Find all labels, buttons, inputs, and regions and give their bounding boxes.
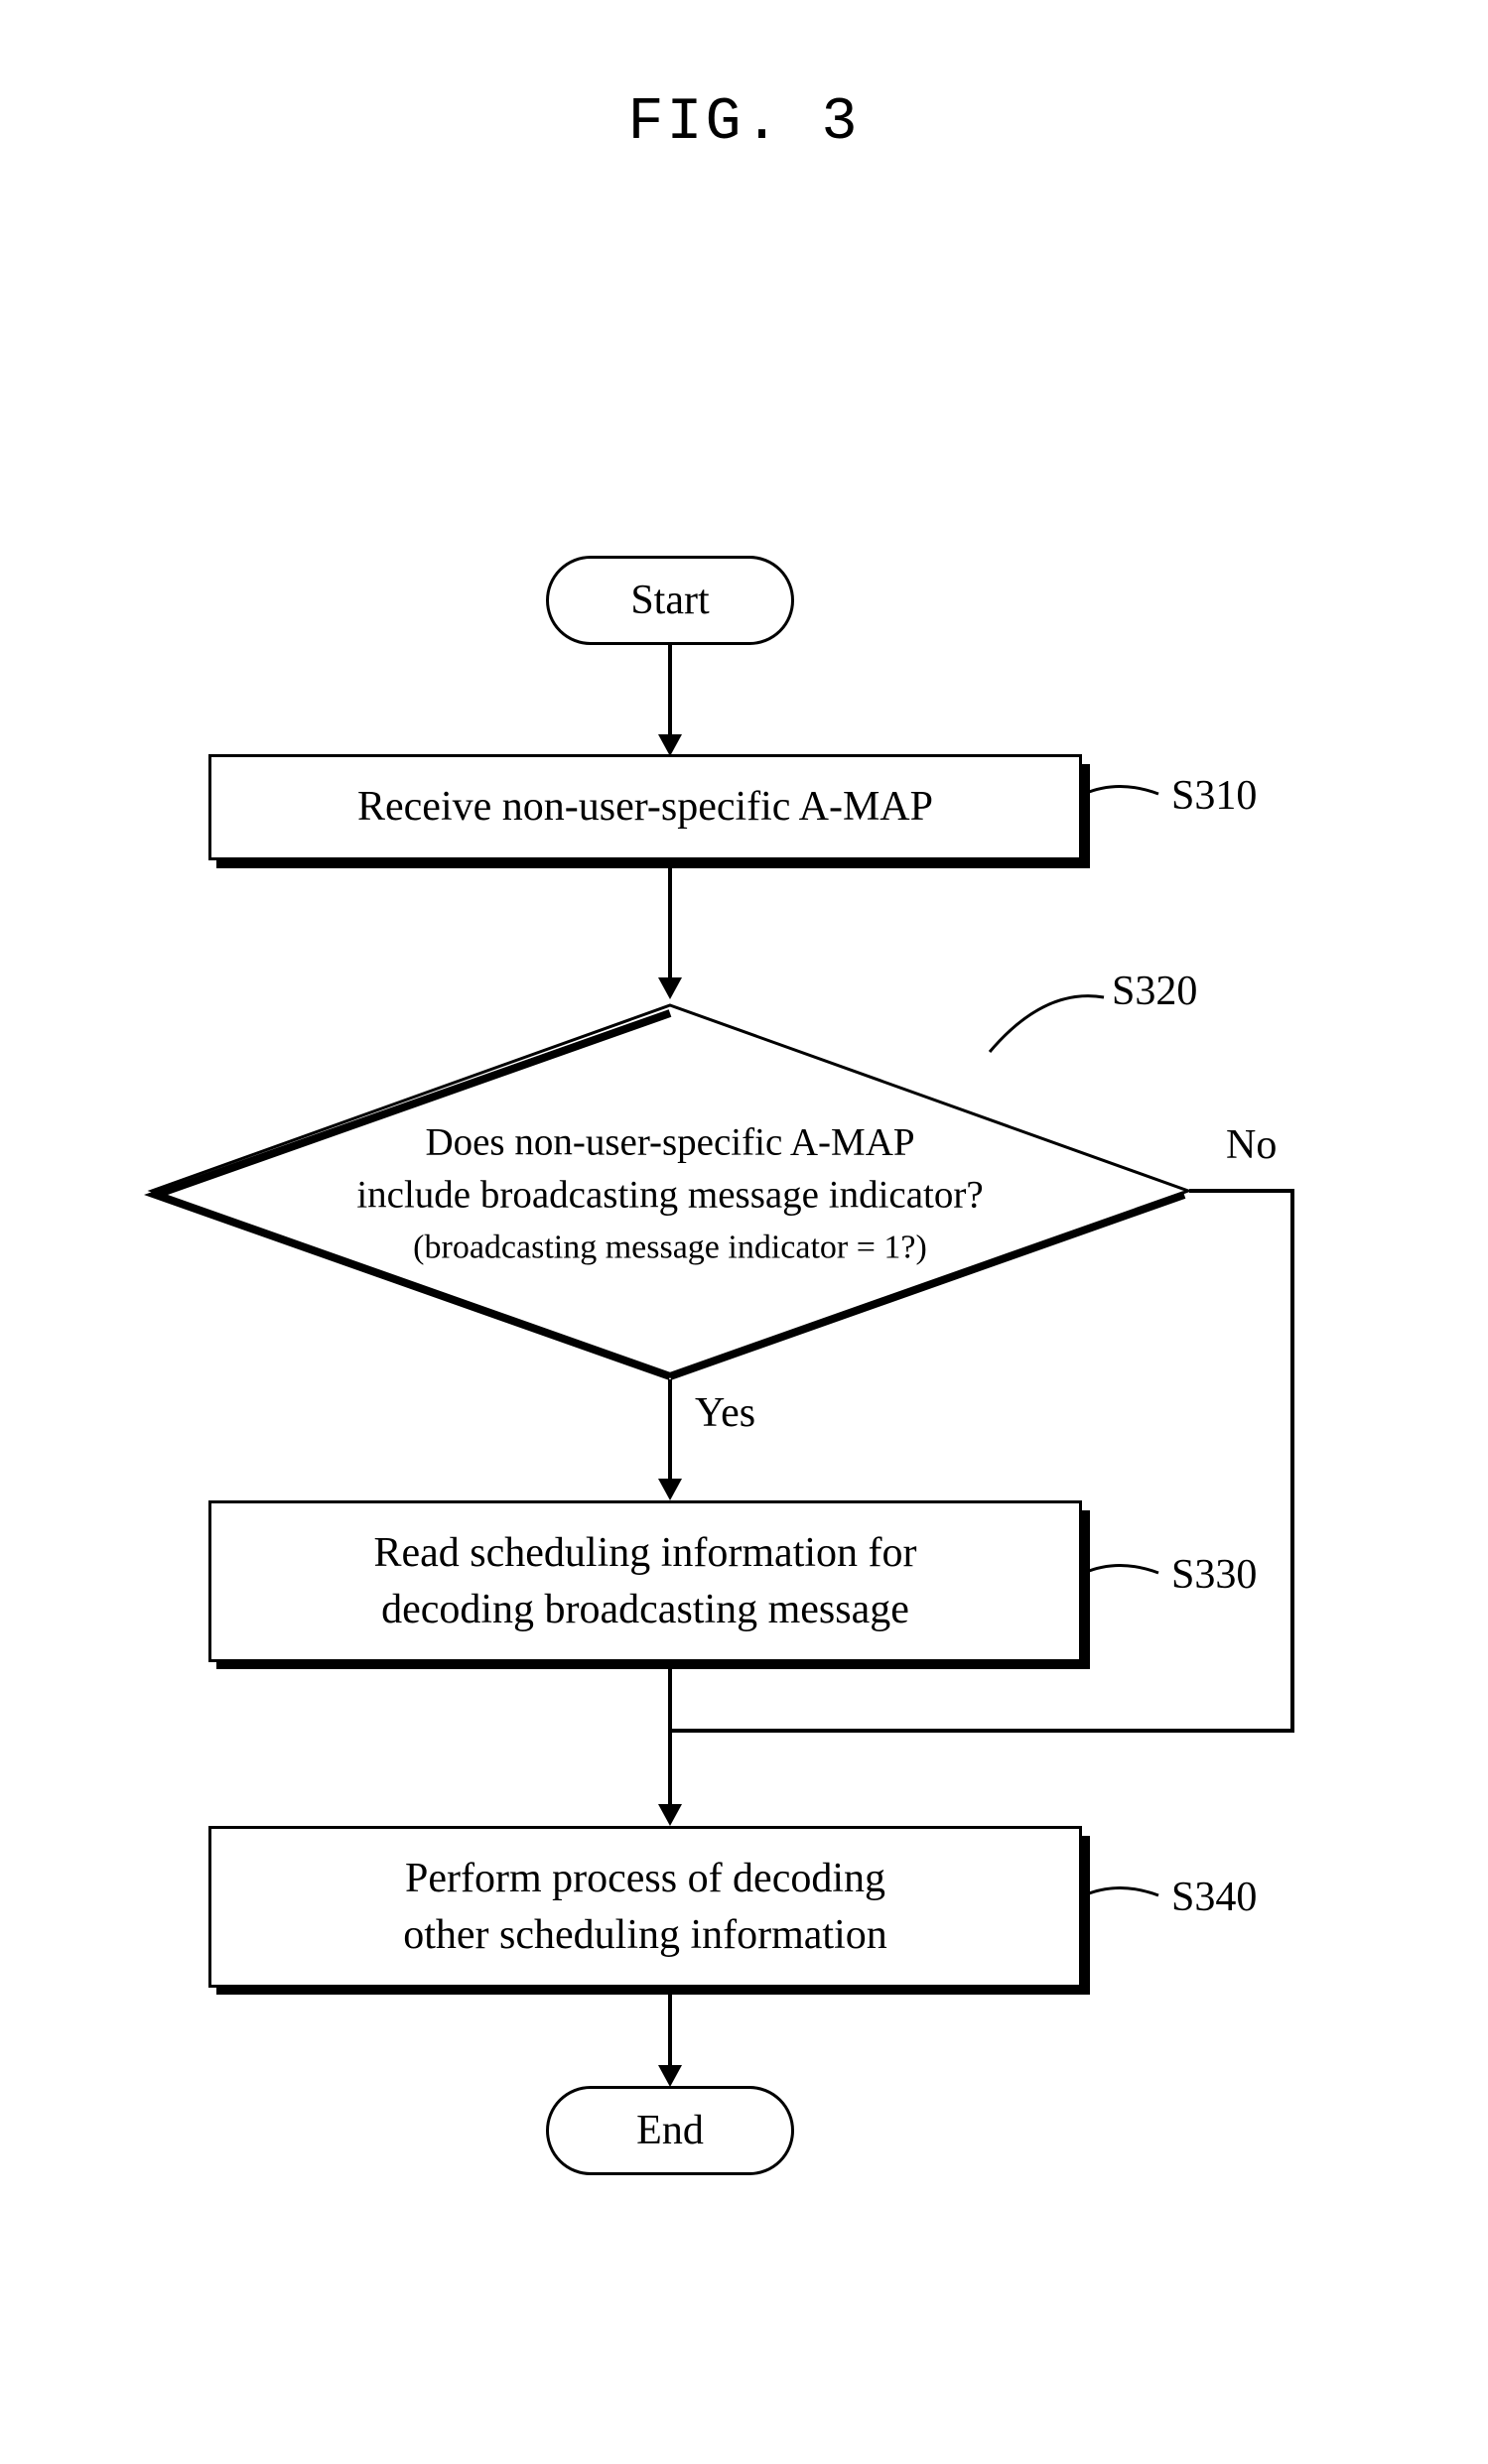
figure-title: FIG. 3: [627, 89, 860, 157]
s320-line2: include broadcasting message indicator?: [313, 1169, 1027, 1222]
arrow-start-s310: [668, 645, 672, 739]
s310-box: Receive non-user-specific A-MAP: [208, 754, 1082, 860]
s330-step-label: S330: [1171, 1551, 1257, 1599]
arrow-head-s310-s320: [658, 977, 682, 999]
no-horiz: [1189, 1189, 1293, 1193]
s310-leader: [1084, 769, 1173, 819]
arrow-head-start-s310: [658, 734, 682, 756]
s330-text2: decoding broadcasting message: [381, 1582, 909, 1638]
s340-text1: Perform process of decoding: [405, 1851, 885, 1907]
s320-textblock: Does non-user-specific A-MAP include bro…: [313, 1117, 1027, 1271]
no-label: No: [1226, 1121, 1277, 1169]
s340-leader: [1084, 1871, 1173, 1920]
arrow-s320-s330: [668, 1379, 672, 1484]
arrow-s310-s320: [668, 863, 672, 982]
s320-leader: [985, 977, 1114, 1062]
no-horiz2: [672, 1729, 1294, 1733]
yes-label: Yes: [695, 1389, 755, 1437]
arrow-head-s340-end: [658, 2065, 682, 2087]
arrow-head-s320-s330: [658, 1479, 682, 1500]
s330-box: Read scheduling information for decoding…: [208, 1500, 1082, 1662]
no-vert: [1290, 1189, 1294, 1732]
s310-step-label: S310: [1171, 772, 1257, 820]
arrow-s330-s340: [668, 1665, 672, 1809]
s330-text1: Read scheduling information for: [373, 1525, 916, 1582]
start-node: Start: [546, 556, 794, 645]
s320-step-label: S320: [1112, 968, 1197, 1015]
s340-step-label: S340: [1171, 1874, 1257, 1921]
arrow-s340-end: [668, 1991, 672, 2070]
start-label: Start: [630, 577, 709, 624]
end-label: End: [636, 2107, 704, 2154]
s320-line3: (broadcasting message indicator = 1?): [313, 1226, 1027, 1271]
s320-line1: Does non-user-specific A-MAP: [313, 1117, 1027, 1170]
end-node: End: [546, 2086, 794, 2175]
s340-text2: other scheduling information: [403, 1907, 887, 1964]
s340-box: Perform process of decoding other schedu…: [208, 1826, 1082, 1988]
s310-text: Receive non-user-specific A-MAP: [357, 779, 933, 836]
arrow-head-s330-s340: [658, 1804, 682, 1826]
s330-leader: [1084, 1548, 1173, 1598]
